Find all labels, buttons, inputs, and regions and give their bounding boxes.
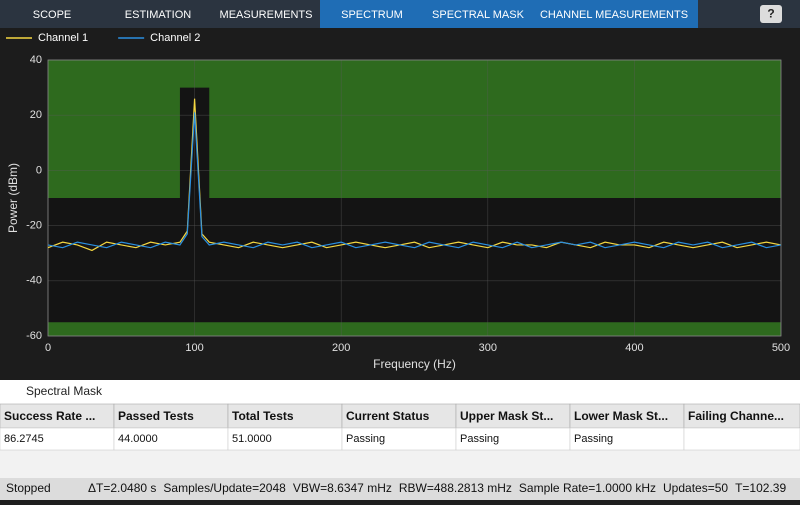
table-cell-text: 44.0000 [118,433,158,445]
panel-header [0,380,800,404]
status-item: Samples/Update=2048 [163,481,286,495]
x-tick-label: 500 [772,342,790,354]
x-tick-label: 400 [625,342,643,354]
status-item: Sample Rate=1.0000 kHz [519,481,656,495]
help-button[interactable] [760,5,782,23]
table-header-cell [569,403,685,429]
legend-label[interactable]: Channel 1 [38,32,88,44]
table-cell-text: Passing [460,433,499,445]
status-item: VBW=8.6347 mHz [293,481,392,495]
y-tick-label: -20 [26,220,42,232]
y-tick-label: 20 [30,109,42,121]
panel-title: Spectral Mask [26,384,103,398]
table-header-cell [683,403,800,429]
x-tick-label: 300 [479,342,497,354]
table-cell [683,427,800,451]
y-tick-label: -40 [26,275,42,287]
table-cell-text: Passing [346,433,385,445]
lower-mask [48,322,781,336]
table-header: Current Status [346,409,430,423]
upper-mask [48,60,781,198]
toolbar-tab[interactable]: SPECTRUM [341,9,403,21]
status-item: Updates=50 [663,481,728,495]
toolbar-section [320,0,698,28]
toolbar-tab[interactable]: MEASUREMENTS [220,9,313,21]
table-header: Passed Tests [118,409,194,423]
toolbar-tab[interactable]: CHANNEL MEASUREMENTS [540,9,688,21]
status-item: ΔT=2.0480 s [88,481,156,495]
x-axis-label: Frequency (Hz) [373,357,456,371]
y-tick-label: -60 [26,330,42,342]
series-line [47,112,782,249]
table-header-cell [341,403,457,429]
x-tick-label: 200 [332,342,350,354]
y-tick-label: 0 [36,164,42,176]
table-cell-text: Passing [574,433,613,445]
axes-box [47,59,782,337]
table-cell-text: 86.2745 [4,433,44,445]
table-header: Upper Mask St... [460,409,553,423]
toolbar-tab[interactable]: SPECTRAL MASK [432,9,525,21]
x-tick-label: 0 [45,342,51,354]
table-header: Lower Mask St... [574,409,668,423]
x-tick-label: 100 [185,342,203,354]
table-header-cell [113,403,229,429]
y-tick-label: 40 [30,54,42,66]
legend-label[interactable]: Channel 2 [150,32,200,44]
y-axis-label: Power (dBm) [6,163,20,233]
table-header: Total Tests [232,409,294,423]
toolbar-tab[interactable]: SCOPE [33,9,72,21]
status-item: T=102.39 [735,481,786,495]
table-header: Success Rate ... [4,409,95,423]
table-header: Failing Channe... [688,409,784,423]
status-item: RBW=488.2813 mHz [399,481,512,495]
table-cell-text: 51.0000 [232,433,272,445]
toolbar-tab[interactable]: ESTIMATION [125,9,191,21]
status-bar [0,478,800,500]
status-state: Stopped [6,481,51,495]
help-icon[interactable]: ? [767,7,774,21]
